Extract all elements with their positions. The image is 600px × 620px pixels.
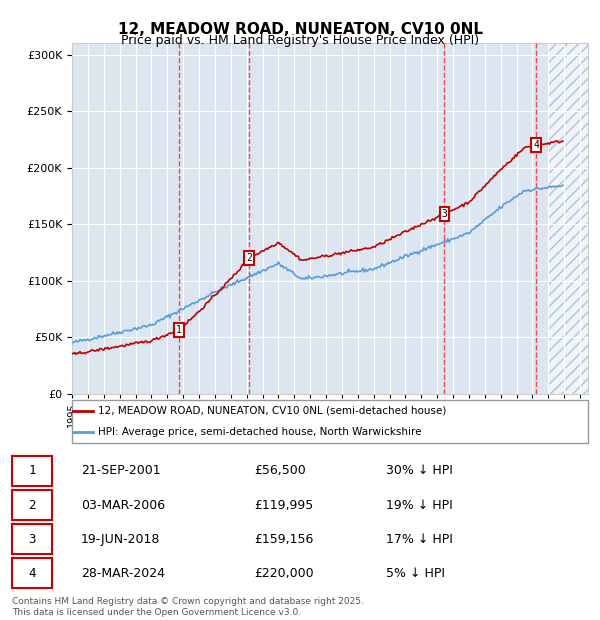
- Bar: [548, 43, 588, 394]
- Text: HPI: Average price, semi-detached house, North Warwickshire: HPI: Average price, semi-detached house,…: [98, 427, 421, 438]
- FancyBboxPatch shape: [12, 490, 52, 520]
- Text: 4: 4: [28, 567, 36, 580]
- FancyBboxPatch shape: [72, 400, 588, 443]
- Text: 3: 3: [28, 533, 36, 546]
- FancyBboxPatch shape: [12, 524, 52, 554]
- Text: 17% ↓ HPI: 17% ↓ HPI: [386, 533, 453, 546]
- Text: 3: 3: [442, 209, 448, 219]
- Text: Price paid vs. HM Land Registry's House Price Index (HPI): Price paid vs. HM Land Registry's House …: [121, 34, 479, 47]
- Text: 5% ↓ HPI: 5% ↓ HPI: [386, 567, 445, 580]
- Text: 4: 4: [533, 140, 539, 150]
- Text: 19-JUN-2018: 19-JUN-2018: [81, 533, 160, 546]
- Bar: [548, 43, 588, 394]
- Text: £159,156: £159,156: [254, 533, 313, 546]
- Text: 30% ↓ HPI: 30% ↓ HPI: [386, 464, 453, 477]
- FancyBboxPatch shape: [12, 558, 52, 588]
- Text: 28-MAR-2024: 28-MAR-2024: [81, 567, 165, 580]
- Text: Contains HM Land Registry data © Crown copyright and database right 2025.
This d: Contains HM Land Registry data © Crown c…: [12, 598, 364, 617]
- FancyBboxPatch shape: [12, 456, 52, 486]
- Text: 1: 1: [28, 464, 36, 477]
- Text: 2: 2: [247, 253, 252, 263]
- Text: 12, MEADOW ROAD, NUNEATON, CV10 0NL (semi-detached house): 12, MEADOW ROAD, NUNEATON, CV10 0NL (sem…: [98, 405, 446, 416]
- Text: £119,995: £119,995: [254, 498, 313, 511]
- Text: 19% ↓ HPI: 19% ↓ HPI: [386, 498, 453, 511]
- Text: £220,000: £220,000: [254, 567, 314, 580]
- Text: 2: 2: [28, 498, 36, 511]
- Text: 03-MAR-2006: 03-MAR-2006: [81, 498, 165, 511]
- Text: 12, MEADOW ROAD, NUNEATON, CV10 0NL: 12, MEADOW ROAD, NUNEATON, CV10 0NL: [118, 22, 482, 37]
- Text: £56,500: £56,500: [254, 464, 305, 477]
- Text: 21-SEP-2001: 21-SEP-2001: [81, 464, 161, 477]
- Text: 1: 1: [176, 325, 182, 335]
